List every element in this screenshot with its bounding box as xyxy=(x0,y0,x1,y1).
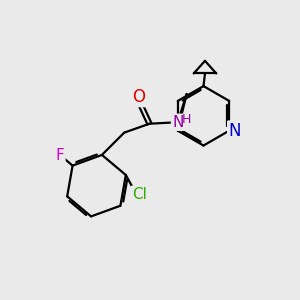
Text: N: N xyxy=(228,122,241,140)
Text: O: O xyxy=(133,88,146,106)
Text: F: F xyxy=(56,148,64,163)
Text: H: H xyxy=(181,113,191,126)
Text: Cl: Cl xyxy=(132,187,147,202)
Text: N: N xyxy=(172,115,183,130)
